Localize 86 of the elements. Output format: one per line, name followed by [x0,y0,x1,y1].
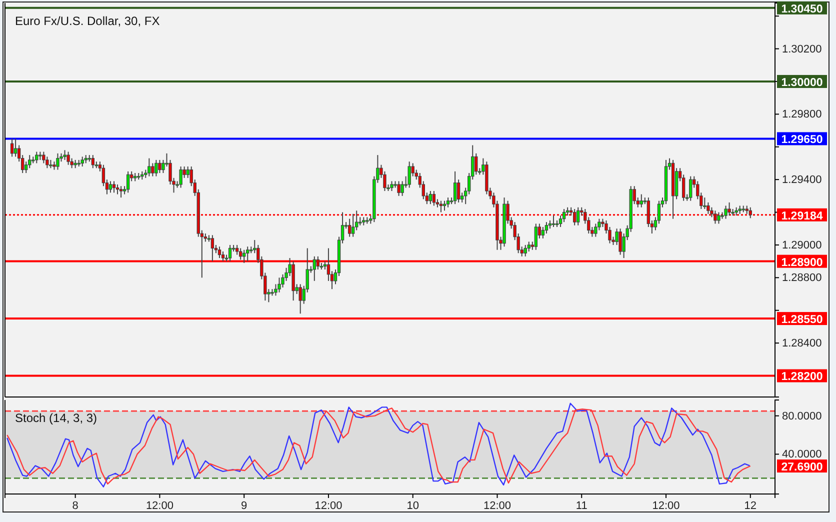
candlestick [46,156,49,169]
candlestick [474,152,478,176]
candlestick [351,213,355,238]
candlestick [453,170,457,205]
ref-line-label: 1.28550 [781,314,823,326]
candlestick [446,197,450,208]
candlestick [158,159,162,174]
annotation: 27.6900 [781,462,823,474]
candlestick [572,208,576,226]
candlestick [456,179,460,203]
candlestick [534,223,538,250]
candlestick [154,159,158,177]
candlestick [541,226,545,239]
candlestick [618,228,622,256]
candlestick [151,162,154,177]
candlestick [238,248,242,260]
candlestick [428,190,432,205]
ref-line-label: 1.30000 [781,76,823,89]
x-tick-label: 9 [241,500,248,512]
y-tick-label: 1.29400 [782,174,822,186]
ref-line-label: 1.30450 [781,3,823,16]
candlestick [179,166,182,188]
candlestick [148,158,151,177]
candlestick [14,138,18,158]
candlestick [562,208,566,223]
candlestick [348,218,352,238]
candlestick [390,180,394,192]
candlestick [80,156,84,167]
ref-line-label: 1.29650 [781,134,823,146]
x-tick-label: 12:00 [652,500,680,512]
candlestick [28,154,32,169]
candlestick [218,246,222,259]
candlestick [706,202,710,214]
candlestick [278,277,281,293]
candlestick [594,223,598,238]
x-tick-label: 12:00 [146,500,174,512]
candlestick [576,206,580,226]
candlestick [724,205,728,220]
candlestick [119,186,123,198]
candlestick [408,161,411,188]
candlestick [228,244,232,262]
candlestick [397,180,400,196]
candlestick [108,180,112,194]
candlestick [66,151,70,166]
candlestick [246,246,250,262]
candlestick [35,151,38,164]
candlestick [640,194,643,208]
candlestick [552,215,556,228]
candlestick [42,151,46,164]
candlestick [400,180,404,196]
candlestick [717,212,720,224]
candlestick [432,190,436,206]
x-tick-label: 10 [406,500,419,512]
candlestick [91,154,94,169]
candlestick [728,202,731,216]
candlestick [714,210,717,224]
y-tick-label: 40.0000 [782,448,822,461]
candlestick [10,138,14,158]
y-tick-label: 1.30200 [782,43,822,56]
ref-line-label: 1.29184 [781,210,824,222]
text: Stoch (14, 3, 3) [15,411,98,425]
candlestick [235,244,239,256]
candlestick [544,222,548,234]
candlestick [56,152,60,170]
candlestick [63,150,66,160]
candlestick [689,176,692,202]
x-tick-label: 12:00 [314,500,342,512]
y-tick-label: 80.0000 [782,410,822,422]
x-tick-label: 12 [744,500,757,512]
ref-line-label: 1.28900 [781,256,823,269]
ref-line-label: 1.28200 [781,371,823,384]
candlestick [524,244,527,257]
x-tick-label: 8 [72,500,78,512]
text: Euro Fx/U.S. Dollar, 30, FX [15,14,160,28]
candlestick [112,180,116,194]
x-tick-label: 12:00 [483,500,512,512]
candlestick [312,256,316,282]
candlestick [126,170,130,194]
y-tick-label: 1.28400 [782,338,822,350]
candlestick [210,234,214,262]
candlestick [316,256,320,270]
candlestick [298,284,302,314]
x-tick-label: 11 [576,500,588,512]
y-tick-label: 1.29000 [782,239,822,252]
y-tick-label: 1.28800 [782,272,822,284]
y-tick-label: 1.29800 [782,108,822,121]
